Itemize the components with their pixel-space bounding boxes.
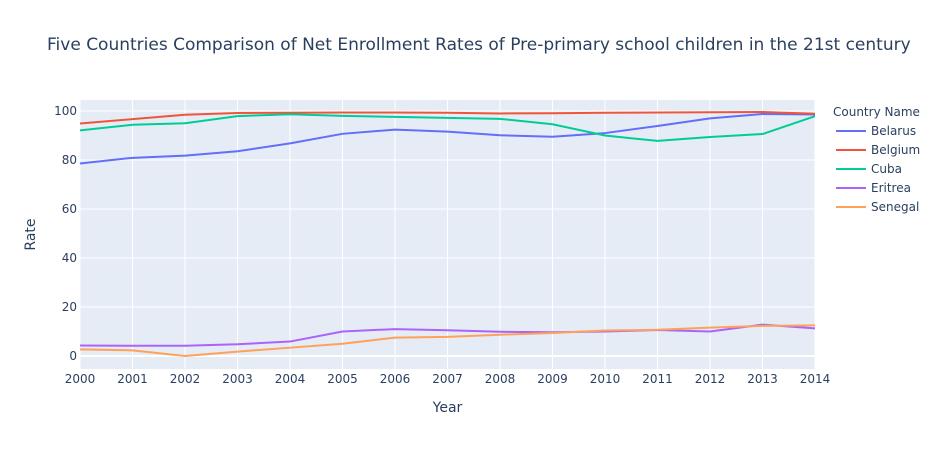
legend-label: Senegal <box>871 200 919 214</box>
x-tick-label: 2010 <box>590 372 621 386</box>
series-line-eritrea <box>79 323 816 347</box>
series-line-belgium <box>79 111 816 125</box>
y-tick-label: 40 <box>62 251 77 265</box>
x-tick-label: 2005 <box>327 372 358 386</box>
y-tick-label: 100 <box>54 104 77 118</box>
y-tick-label: 20 <box>62 300 77 314</box>
y-axis-title: Rate <box>23 218 39 250</box>
x-tick-label: 2000 <box>65 372 96 386</box>
legend-item-belarus[interactable]: Belarus <box>836 124 916 138</box>
y-tick-label: 80 <box>62 153 77 167</box>
legend-label: Eritrea <box>871 181 911 195</box>
x-tick-label: 2004 <box>275 372 306 386</box>
legend-item-cuba[interactable]: Cuba <box>836 162 902 176</box>
series-line-senegal <box>79 324 816 358</box>
x-tick-label: 2002 <box>170 372 201 386</box>
x-tick-label: 2003 <box>222 372 253 386</box>
x-tick-label: 2008 <box>485 372 516 386</box>
x-tick-label: 2001 <box>117 372 148 386</box>
legend-title: Country Name <box>833 105 920 119</box>
x-tick-label: 2009 <box>537 372 568 386</box>
x-axis-title: Year <box>432 400 463 416</box>
x-tick-label: 2006 <box>380 372 411 386</box>
x-tick-label: 2011 <box>642 372 673 386</box>
legend-label: Belgium <box>871 143 920 157</box>
legend-item-senegal[interactable]: Senegal <box>836 200 919 214</box>
legend-label: Cuba <box>871 162 902 176</box>
x-tick-label: 2007 <box>432 372 463 386</box>
x-tick-label: 2012 <box>695 372 726 386</box>
x-axis-ticks: 2000 2001 2002 2003 2004 2005 2006 2007 2008 2009… <box>65 372 831 386</box>
legend-item-eritrea[interactable]: Eritrea <box>836 181 911 195</box>
legend[interactable]: Country Name Belarus Belgium Cuba Eritrea Se… <box>833 105 920 214</box>
chart-title: Five Countries Comparison of Net Enrollm… <box>47 35 911 55</box>
legend-label: Belarus <box>871 124 916 138</box>
y-axis-ticks: 0 20 40 60 80 100 <box>54 104 77 363</box>
x-tick-label: 2013 <box>747 372 778 386</box>
y-tick-label: 0 <box>69 349 77 363</box>
x-tick-label: 2014 <box>800 372 831 386</box>
series-lines <box>79 111 816 358</box>
series-line-cuba <box>79 113 816 142</box>
y-tick-label: 60 <box>62 202 77 216</box>
gridlines <box>79 100 816 369</box>
legend-item-belgium[interactable]: Belgium <box>836 143 920 157</box>
series-line-belarus <box>79 112 816 165</box>
